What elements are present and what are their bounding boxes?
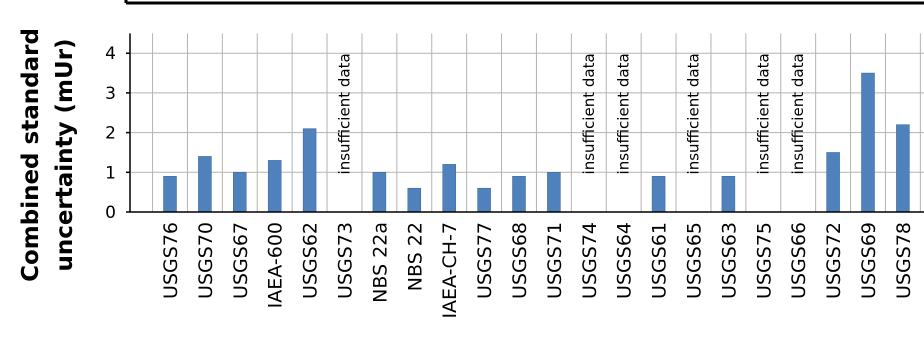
y-tick-labels: 0 1 2 3 4: [105, 44, 116, 223]
insufficient-data-label: insufficient data: [685, 53, 703, 174]
y-axis-title-line-1: Combined standard: [18, 28, 44, 282]
bar: [442, 164, 456, 213]
x-tick-label: USGS64: [614, 222, 636, 299]
y-tick-label: 2: [105, 124, 116, 144]
x-tick-label: USGS66: [788, 222, 810, 299]
bar: [407, 187, 422, 213]
bar: [896, 124, 910, 213]
y-tick-label: 3: [105, 84, 116, 104]
bar: [651, 176, 666, 213]
bar: [302, 128, 317, 213]
x-tick-label: NBS 22a: [369, 222, 391, 303]
x-tick-label: USGS67: [230, 222, 252, 299]
y-tick-label: 1: [105, 163, 116, 183]
x-tick-label: USGS70: [195, 222, 217, 299]
y-axis-title-line-2: uncertainty (mUr): [52, 38, 78, 271]
y-tick-label: 4: [105, 44, 116, 64]
insufficient-data-label: insufficient data: [789, 53, 807, 174]
x-tick-label: USGS74: [579, 222, 601, 299]
bar: [198, 156, 212, 213]
gridlines: [130, 33, 924, 212]
bar: [372, 172, 387, 213]
x-tick-label: IAEA-CH-7: [439, 222, 461, 319]
x-tick-label: USGS61: [649, 222, 671, 299]
x-tick-label: USGS69: [858, 222, 880, 299]
bar: [477, 187, 491, 213]
x-tick-label: USGS62: [300, 222, 322, 299]
x-tick-label: USGS65: [684, 222, 706, 299]
bar: [721, 176, 736, 213]
bars: [163, 72, 910, 213]
insufficient-data-label: insufficient data: [580, 53, 598, 174]
y-tick-label: 0: [105, 203, 116, 223]
insufficient-data-notes: insufficient data insufficient data insuff…: [336, 53, 808, 174]
bar: [267, 160, 282, 213]
x-tick-label: USGS75: [753, 222, 775, 299]
bar: [233, 172, 247, 213]
insufficient-data-label: insufficient data: [336, 53, 354, 174]
insufficient-data-label: insufficient data: [615, 53, 633, 174]
bar: [861, 72, 875, 213]
bar: [826, 152, 840, 213]
bar: [163, 176, 177, 213]
bar: [512, 176, 526, 213]
x-tick-label: USGS68: [509, 222, 531, 299]
bar: [547, 172, 561, 213]
x-tick-label: NBS 22: [404, 222, 426, 291]
x-tick-label: USGS76: [160, 222, 182, 299]
x-tick-label: USGS73: [335, 222, 357, 299]
x-tick-label: USGS63: [718, 222, 740, 299]
x-tick-label: IAEA-600: [265, 222, 287, 308]
x-tick-label: USGS71: [544, 222, 566, 299]
x-tick-label: USGS78: [893, 222, 915, 299]
x-tick-labels: USGS76 USGS70 USGS67 IAEA-600 USGS62 USGS73 NB…: [160, 222, 915, 319]
x-tick-label: USGS77: [474, 222, 496, 299]
insufficient-data-label: insufficient data: [754, 53, 772, 174]
x-tick-label: USGS72: [823, 222, 845, 299]
axes: [126, 33, 924, 213]
